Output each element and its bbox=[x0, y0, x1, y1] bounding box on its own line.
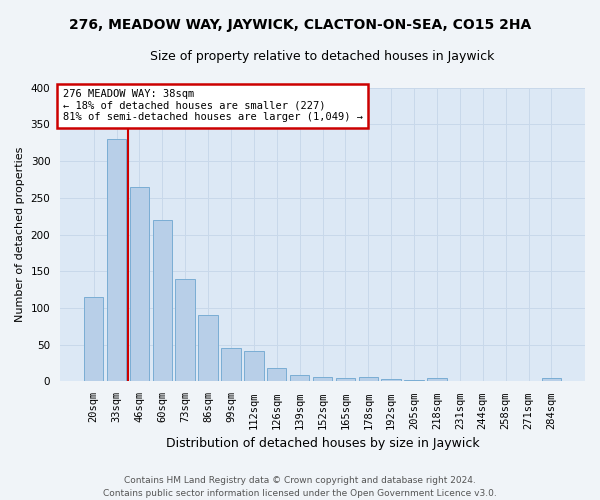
Bar bbox=[496, 380, 515, 382]
Text: Contains HM Land Registry data © Crown copyright and database right 2024.
Contai: Contains HM Land Registry data © Crown c… bbox=[103, 476, 497, 498]
Bar bbox=[199, 316, 218, 382]
Bar bbox=[404, 380, 424, 382]
Bar bbox=[450, 380, 470, 382]
Bar bbox=[175, 278, 195, 382]
Bar bbox=[244, 352, 263, 382]
X-axis label: Distribution of detached houses by size in Jaywick: Distribution of detached houses by size … bbox=[166, 437, 479, 450]
Bar bbox=[267, 368, 286, 382]
Bar bbox=[84, 297, 103, 382]
Bar bbox=[152, 220, 172, 382]
Bar bbox=[473, 380, 493, 382]
Bar bbox=[290, 375, 310, 382]
Bar bbox=[359, 377, 378, 382]
Bar bbox=[313, 377, 332, 382]
Bar bbox=[335, 378, 355, 382]
Text: 276, MEADOW WAY, JAYWICK, CLACTON-ON-SEA, CO15 2HA: 276, MEADOW WAY, JAYWICK, CLACTON-ON-SEA… bbox=[69, 18, 531, 32]
Bar bbox=[542, 378, 561, 382]
Text: 276 MEADOW WAY: 38sqm
← 18% of detached houses are smaller (227)
81% of semi-det: 276 MEADOW WAY: 38sqm ← 18% of detached … bbox=[62, 89, 362, 122]
Bar bbox=[427, 378, 446, 382]
Bar bbox=[130, 187, 149, 382]
Bar bbox=[107, 139, 126, 382]
Title: Size of property relative to detached houses in Jaywick: Size of property relative to detached ho… bbox=[151, 50, 495, 63]
Bar bbox=[221, 348, 241, 382]
Bar bbox=[382, 379, 401, 382]
Bar bbox=[519, 380, 538, 382]
Y-axis label: Number of detached properties: Number of detached properties bbox=[15, 147, 25, 322]
